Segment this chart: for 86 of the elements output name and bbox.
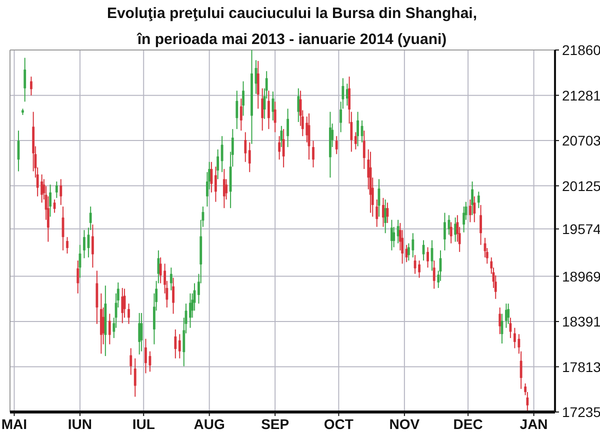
candlestick (335, 136, 338, 155)
y-tick-label: 21281 (562, 87, 600, 104)
candlestick (362, 130, 366, 170)
candlestick (505, 303, 508, 328)
candlestick (24, 57, 26, 102)
candlestick (83, 230, 86, 259)
candlestick (274, 101, 276, 133)
candlestick (462, 206, 466, 233)
candlestick (468, 198, 472, 223)
candlestick (121, 287, 124, 324)
y-tick-label: 17235 (562, 404, 600, 420)
candlestick (480, 204, 482, 246)
x-tick-label: IUL (132, 416, 156, 432)
y-tick-label: 21860 (562, 42, 600, 58)
candlestick (354, 132, 357, 150)
candlestick (432, 260, 436, 290)
candlestick (278, 136, 281, 160)
candlestick (159, 256, 162, 284)
candlestick (248, 142, 251, 173)
candlestick (471, 180, 474, 216)
candlestick (216, 148, 220, 180)
x-tick-label: DEC (453, 416, 483, 432)
x-tick-label: SEP (261, 416, 290, 432)
candlestick (240, 98, 242, 132)
candlestick (407, 242, 410, 262)
x-tick-label: JAN (520, 416, 548, 432)
candlestick (134, 358, 136, 398)
candlestick (376, 198, 378, 228)
candlestick (174, 328, 177, 359)
x-tick-label: MAI (1, 416, 28, 432)
candlestick (144, 338, 147, 374)
candlestick (261, 88, 264, 132)
candlestick (242, 80, 244, 116)
candlestick (498, 307, 502, 335)
y-tick-label: 18391 (562, 314, 600, 330)
candlestick (426, 246, 429, 268)
candlestick (189, 292, 192, 328)
x-tick-label: NOV (389, 416, 420, 432)
candlestick (220, 136, 224, 173)
candlestick (178, 334, 181, 359)
candlestick (49, 184, 52, 218)
candlestick (92, 224, 94, 268)
candlestick (60, 178, 62, 206)
candlestick (222, 168, 226, 209)
candlestick (55, 180, 58, 198)
candlestick (172, 277, 174, 314)
y-tick-label: 18969 (562, 268, 600, 284)
x-tick-label: AUG (194, 416, 225, 432)
candlestick (268, 90, 270, 130)
x-tick-label: OCT (324, 416, 354, 432)
candlestick (66, 236, 68, 254)
candlestick (40, 174, 44, 204)
candlestick (170, 267, 172, 291)
candlestick (507, 303, 510, 324)
candlestick (444, 212, 446, 251)
candlestick (454, 217, 457, 242)
candlestick (286, 108, 289, 148)
candlestick (412, 232, 414, 258)
candlestick (297, 88, 300, 123)
candlestick (514, 327, 516, 349)
candlestick (477, 191, 480, 209)
candlestick (312, 140, 314, 168)
y-tick-label: 20703 (562, 132, 600, 149)
candlestick (450, 222, 452, 244)
candlestick (282, 128, 285, 168)
candlestick (384, 198, 387, 234)
candlestick (396, 219, 400, 244)
candlestick (244, 132, 247, 162)
candlestick (128, 303, 130, 324)
candlestick (76, 260, 80, 294)
candlestick (390, 219, 393, 251)
y-tick-label: 17813 (562, 358, 600, 375)
candlestick (418, 260, 420, 278)
candlestick (256, 60, 260, 110)
candlestick (130, 348, 132, 376)
candlestick (356, 111, 359, 147)
chart-title: Evoluţia preţului cauciucului la Bursa din Shanghai, în perioada mai 2013 - ianuarie 2014 (yuani) (106, 5, 478, 48)
candlestick (280, 125, 283, 148)
candlestick (236, 90, 238, 130)
y-tick-label: 20125 (562, 178, 600, 194)
candlestick (473, 196, 476, 223)
x-tick-label: IUN (68, 416, 92, 432)
candlestick (30, 76, 32, 96)
candlestick (214, 166, 217, 202)
candlestick (138, 312, 141, 355)
candlestick (108, 313, 111, 345)
